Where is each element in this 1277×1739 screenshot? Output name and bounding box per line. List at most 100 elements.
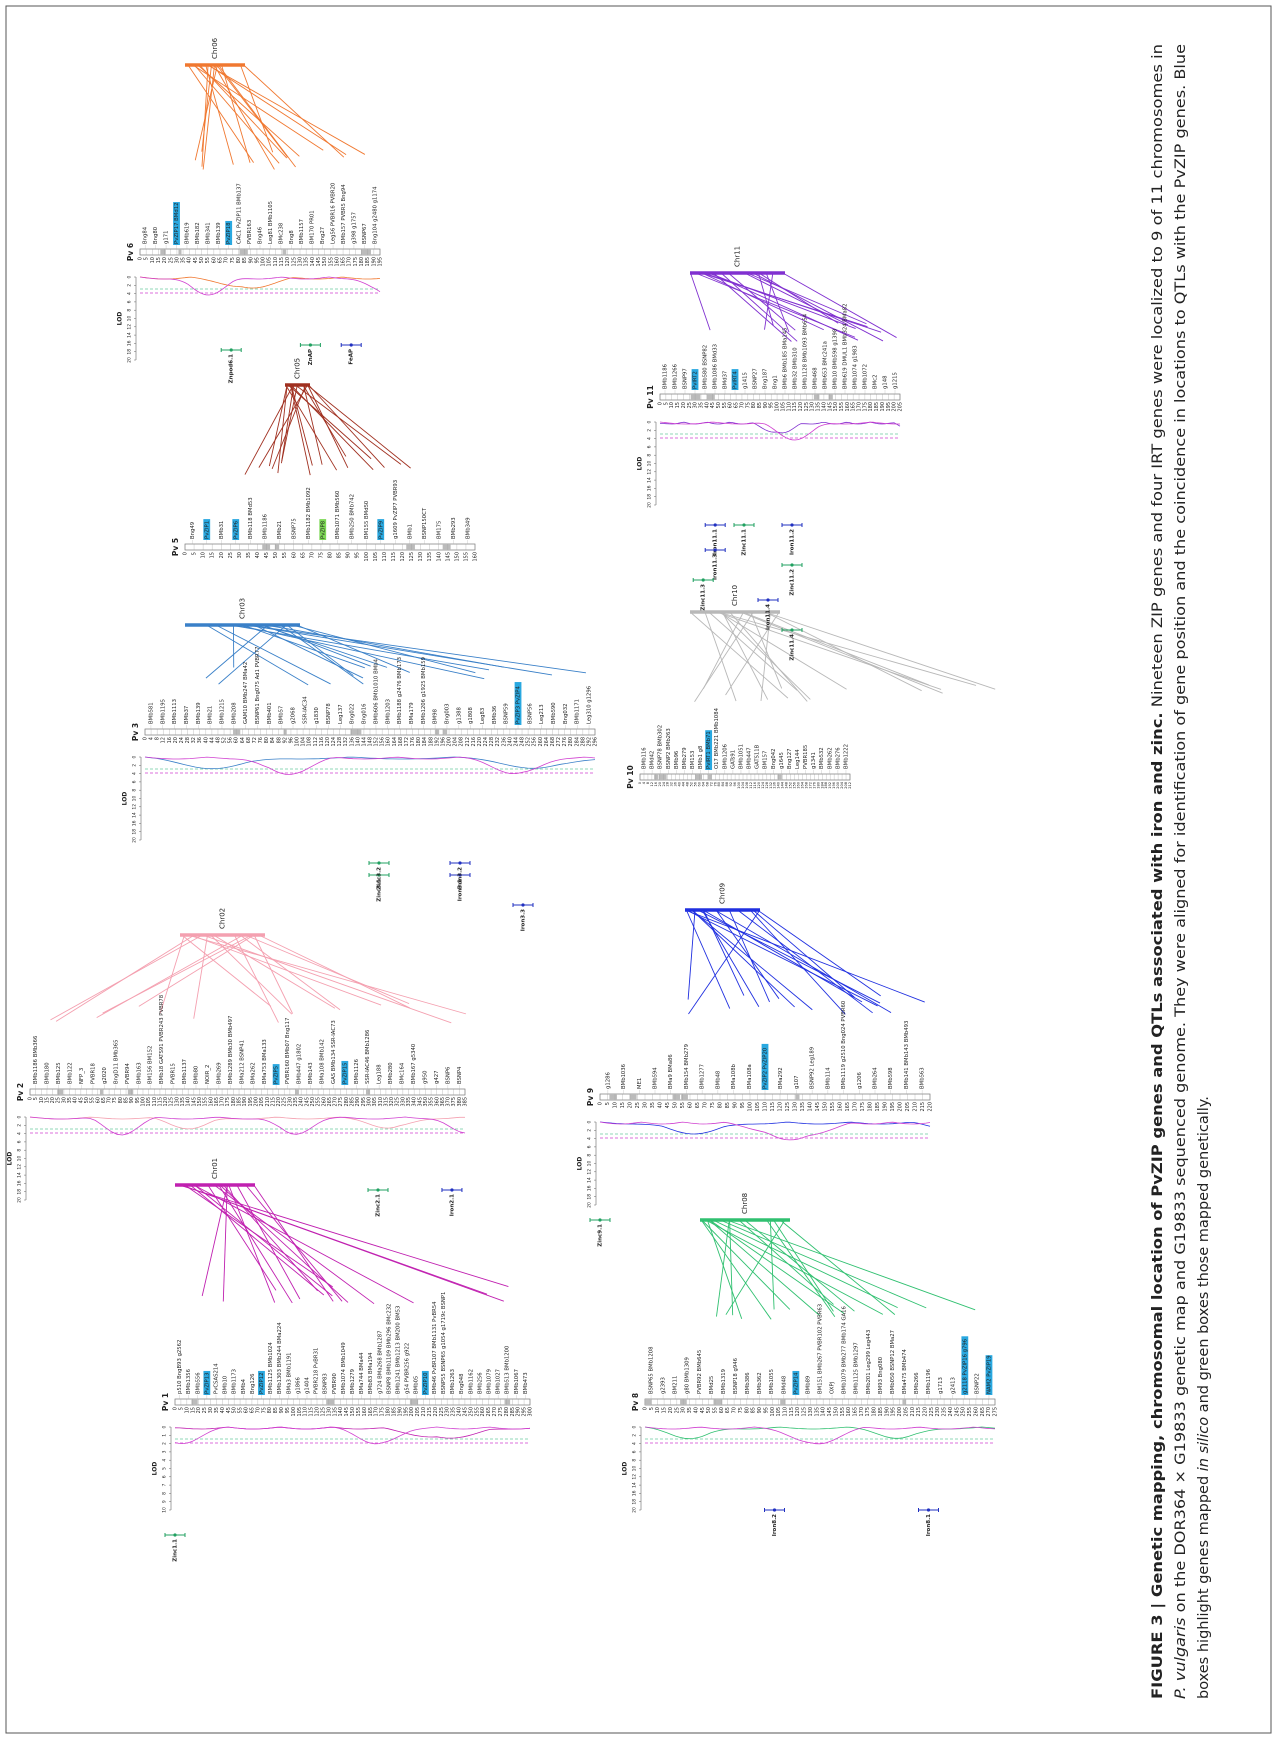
ruler-tick-label: 150 [454,552,460,562]
ruler-tick-label: 10 [184,1407,190,1413]
gene-label: PvZIP3 PvZIP4 [516,686,522,724]
ruler-tick-label: 36 [674,781,678,786]
gene-label: BMb154 BMb279 [684,1044,690,1089]
caption-segment: FIGURE 3 | Genetic mapping, chromosomal … [1150,712,1166,1699]
gene-label: g1808 [468,707,474,724]
ruler-tick-label: 325 [395,1097,401,1107]
ruler-tick-label: 70 [255,1407,261,1413]
gene-label: PVBR94 [125,1062,131,1084]
ruler-tick-label: 180 [231,1097,237,1107]
lod-tick-label: 12 [647,469,653,475]
gene-label: BM156 BM152 [148,1046,154,1084]
gene-label: GAS BMb134 SSR-IAC73 [331,1020,337,1084]
qtl-label: Zinc11.2 [790,569,796,596]
gene-label: g1609 PvZIP7 PVBR93 [393,480,399,539]
synteny-line [210,934,293,1015]
synteny-line [291,624,476,674]
ruler-tick-label: 60 [234,737,240,743]
ruler-tick-label: 250 [310,1097,316,1107]
ruler-segment [262,544,271,550]
gene-label: SSR-IAC46 BMb1286 [365,1029,371,1084]
gene-label: g171 [164,231,170,244]
ruler-tick-label: 100 [364,552,370,562]
qtl-peak [790,563,794,567]
synteny-line [709,1219,845,1314]
ruler-tick-label: 125 [291,257,297,267]
ruler-tick-label: 268 [550,737,556,747]
gene-label: g2068 [291,707,297,724]
chromosome-name: Pv 5 [171,538,180,556]
ruler-tick-label: 15 [190,1407,196,1413]
ruler-tick-label: 50 [84,1097,90,1103]
gene-label: BMb1157 [299,219,305,244]
gene-label: BMb1074 BMb1049 [341,1342,347,1394]
ruler-tick-label: 192 [434,737,440,747]
ruler-tick-label: 15 [675,402,681,408]
gene-highlight [258,1370,265,1395]
gene-label: g148 [883,375,889,389]
gene-label: BMb1162 [468,1369,474,1394]
lod-tick-label: 6 [587,1145,593,1148]
ruler-tick-label: 65 [249,1407,255,1413]
synteny-line [295,384,402,465]
synteny-line [187,934,467,1015]
ruler-tick-label: 115 [391,552,397,562]
ruler-tick-label: 95 [355,552,361,558]
ruler-tick-label: 96 [733,781,737,786]
gene-label: BMb581 [148,702,154,724]
ruler-tick-label: 195 [378,257,384,267]
synteny-line [239,934,341,1011]
ruler-tick-label: 45 [78,1097,84,1103]
synteny-line [747,272,867,325]
lod-tick-label: 20 [587,1202,593,1208]
synteny-line [102,934,252,1014]
gene-label: Leg310 g1296 [587,685,593,724]
ruler-tick-label: 4 [642,781,646,784]
gene-label: BMb1186 BMb366 [33,1035,39,1084]
gene-highlight [731,369,739,390]
gene-label: BSNP67 [362,223,368,244]
ruler-tick-label: 25 [687,402,693,408]
ruler-tick-label: 20 [196,1407,202,1413]
synteny-line [740,611,943,694]
lod-tick-label: 14 [632,1482,638,1488]
ruler-tick-label: 105 [146,1097,152,1107]
gene-label: BSNP75 [291,518,297,539]
gene-label: BMb1263 [450,1369,456,1394]
synteny-line [728,909,770,1003]
lod-tick-label: 18 [647,494,653,500]
synteny-line [207,64,366,155]
synteny-line [303,384,323,465]
gene-highlight [203,1370,211,1395]
ruler-tick-label: 204 [453,737,459,747]
synteny-line [296,624,410,673]
gene-label: BMb163 [136,1062,142,1084]
ruler-tick-label: 180 [416,737,422,747]
lod-tick-label: 6 [162,1475,168,1478]
gene-label: BSNP22 [974,1373,980,1394]
gene-label: g427 [434,1071,440,1084]
chromosome-name: Pv 9 [586,1088,595,1106]
ruler-tick-label: 240 [299,1097,305,1107]
ruler-tick-label: 140 [777,781,781,789]
ruler-tick-label: 155 [328,257,334,267]
synteny-line [722,611,769,700]
gene-label: BMb264 [873,1067,879,1089]
ruler-tick-label: 280 [344,1097,350,1107]
synteny-line [737,909,873,1014]
gene-label: BMb513 BMb1200 [505,1345,511,1394]
ruler-tick-label: 205 [259,1097,265,1107]
synteny-line [712,1219,898,1309]
lod-tick-label: 8 [647,454,653,457]
ruler-tick-label: 280 [568,737,574,747]
gene-label: BMb139 [216,222,222,244]
ruler-tick-label: 144 [361,737,367,747]
synteny-line [750,611,783,689]
qtl-label: Iron3.3 [521,909,527,931]
ruler-tick-label: 5 [178,1407,184,1410]
gene-label: BMa212 BSNP41 [239,1040,245,1084]
gene-label: Bng022 [350,704,356,724]
synteny-line [687,909,696,1000]
synteny-line [192,64,324,151]
gene-label: BMb386 [745,1372,751,1394]
